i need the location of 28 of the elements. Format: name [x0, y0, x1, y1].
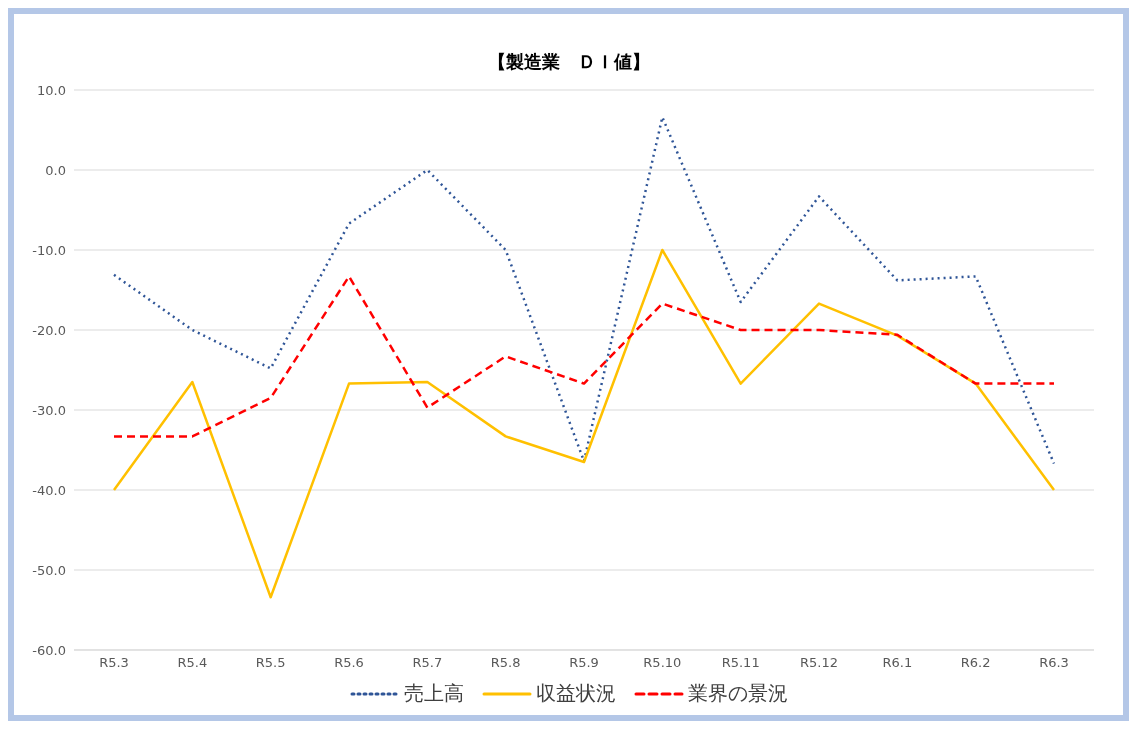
y-tick-label: -30.0	[32, 402, 66, 418]
x-tick-label: R5.5	[255, 655, 286, 671]
x-tick-label: R5.8	[490, 655, 521, 671]
x-tick-label: R6.2	[960, 655, 991, 671]
x-tick-label: R5.9	[569, 655, 599, 671]
x-tick-label: R5.10	[643, 655, 682, 671]
x-tick-label: R5.7	[412, 655, 443, 671]
line-series	[112, 115, 1056, 465]
x-tick-label: R5.11	[721, 655, 760, 671]
y-tick-label: -20.0	[32, 322, 66, 338]
line-series	[112, 248, 1056, 599]
legend-label: 業界の景況	[687, 680, 788, 707]
legend-label: 収益状況	[535, 680, 616, 707]
y-tick-label: 0.0	[45, 162, 66, 178]
line-series	[112, 275, 1056, 438]
x-tick-label: R5.4	[177, 655, 208, 671]
y-tick-label: -10.0	[32, 242, 66, 258]
x-tick-label: R5.6	[334, 655, 364, 671]
y-tick-label: 10.0	[37, 82, 66, 98]
x-tick-label: R5.12	[800, 655, 838, 671]
x-tick-label: R6.1	[882, 655, 913, 671]
chart-title: 【製造業 ＤＩ値】	[486, 50, 651, 74]
y-tick-label: -50.0	[32, 562, 66, 578]
x-tick-label: R5.3	[99, 655, 129, 671]
y-tick-label: -40.0	[32, 482, 66, 498]
x-tick-label: R6.3	[1039, 655, 1069, 671]
legend-label: 売上高	[403, 680, 464, 707]
y-tick-label: -60.0	[32, 642, 66, 658]
